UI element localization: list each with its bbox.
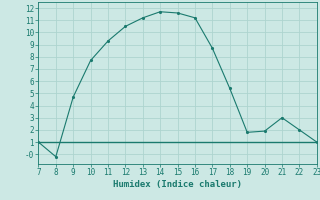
X-axis label: Humidex (Indice chaleur): Humidex (Indice chaleur) bbox=[113, 180, 242, 189]
